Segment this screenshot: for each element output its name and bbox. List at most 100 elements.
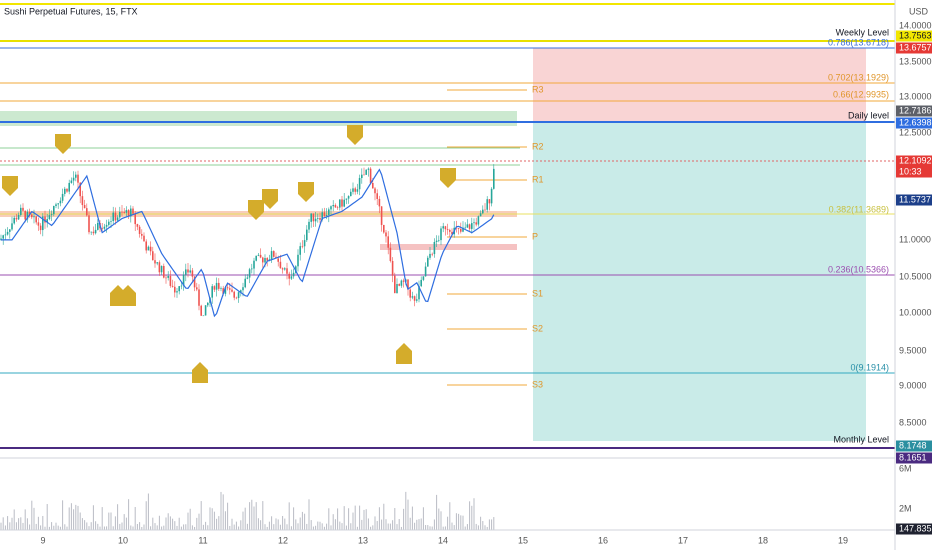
volume-bar (471, 505, 473, 530)
candle (394, 275, 396, 294)
volume-bar (95, 521, 97, 530)
candle (244, 278, 246, 288)
price-tick-label: 9.0000 (899, 380, 927, 390)
candle (222, 288, 224, 294)
candle (158, 262, 161, 273)
price-badge-label: 8.1651 (899, 452, 927, 462)
candle (306, 229, 308, 241)
price-tick-label: 14.0000 (899, 20, 932, 30)
candle (440, 228, 442, 241)
volume-bar (194, 526, 196, 530)
volume-bar (81, 518, 83, 530)
volume-bar (26, 518, 28, 530)
volume-bar (477, 525, 479, 530)
volume-bar (222, 494, 224, 530)
fib-label: 0.382(11.3689) (829, 204, 889, 214)
candle (213, 286, 216, 290)
stop-zone (533, 48, 866, 122)
volume-bar (90, 522, 92, 530)
candle (270, 251, 273, 260)
candle (297, 254, 299, 267)
candle (180, 285, 183, 287)
date-tick-label: 19 (838, 535, 848, 545)
candle (4, 234, 7, 236)
volume-bar (233, 524, 235, 530)
fib-label: 0.786(13.6718) (828, 37, 889, 47)
candle (187, 269, 189, 273)
price-tick-label: 10.0000 (899, 307, 932, 317)
candle (88, 215, 90, 233)
candle (165, 277, 167, 279)
volume-bar (315, 525, 317, 530)
volume-bar (440, 511, 442, 530)
candle (167, 275, 169, 278)
candle (416, 299, 418, 301)
volume-bar (482, 521, 484, 530)
candle (207, 302, 209, 306)
candle (407, 279, 409, 290)
candle (59, 200, 62, 204)
candle (72, 177, 75, 181)
zone (380, 244, 517, 250)
volume-bar (46, 504, 48, 530)
candle (147, 246, 150, 251)
volume-bar (11, 517, 13, 530)
price-badge-label: 147.835K (899, 523, 932, 533)
candle (468, 224, 471, 229)
volume-bar (381, 519, 383, 530)
candle (301, 246, 304, 247)
candle (200, 305, 202, 316)
price-badge (896, 105, 932, 117)
candle (39, 225, 42, 231)
volume-bar (64, 524, 66, 530)
candle (475, 222, 477, 225)
candle (262, 257, 264, 263)
candle (317, 217, 319, 219)
candle (248, 269, 251, 278)
volume-bar (220, 491, 222, 530)
volume-bar (103, 526, 105, 530)
candle (6, 231, 9, 235)
candle (418, 286, 420, 300)
candle (68, 182, 70, 192)
candle (477, 216, 480, 225)
volume-bar (123, 514, 125, 530)
candle (308, 221, 310, 230)
level-label: Daily level (848, 110, 889, 120)
candle (473, 222, 475, 224)
candle (486, 199, 488, 210)
volume-bar (106, 526, 108, 530)
candle (185, 269, 187, 275)
candle (380, 206, 383, 225)
candle (347, 196, 350, 199)
volume-bar (62, 500, 64, 530)
volume-bar (249, 502, 251, 530)
volume-bar (139, 522, 141, 530)
candle (352, 188, 354, 192)
volume-bar (306, 523, 308, 530)
candle (143, 235, 145, 242)
candle (163, 265, 165, 278)
volume-bar (35, 523, 37, 530)
volume-bar (447, 516, 449, 530)
candle (229, 288, 231, 290)
candle (385, 232, 387, 237)
volume-bar (224, 511, 226, 530)
volume-bar (328, 508, 330, 530)
volume-bar (0, 522, 2, 530)
candle (196, 287, 198, 290)
volume-bar (240, 520, 242, 530)
volume-bar (400, 526, 402, 530)
volume-bar (488, 519, 490, 530)
candle (20, 207, 22, 215)
volume-bar (187, 512, 189, 530)
volume-bar (101, 507, 103, 530)
candle (303, 240, 306, 247)
candle (22, 207, 24, 211)
candle (97, 222, 99, 230)
fib-label: 0.66(12.9935) (833, 89, 889, 99)
volume-bar (9, 522, 11, 530)
candle (374, 188, 376, 194)
volume-bar (262, 501, 264, 530)
candle (438, 240, 440, 241)
